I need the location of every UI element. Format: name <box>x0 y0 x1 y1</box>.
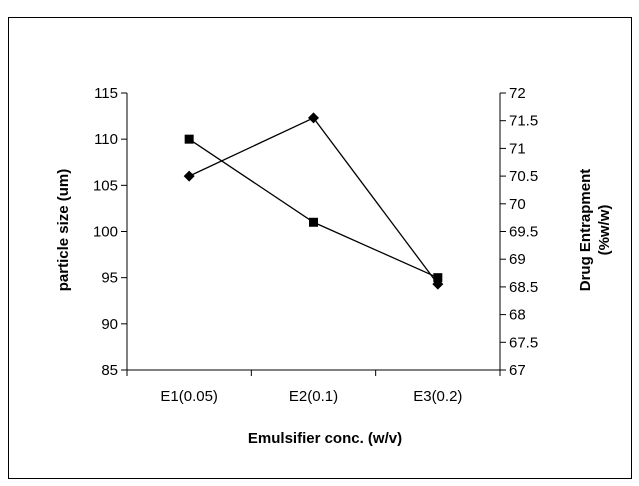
data-point-square <box>433 273 443 283</box>
y2-axis-title-line1: Drug Entrapment <box>577 169 594 292</box>
data-point-square <box>309 217 318 227</box>
y2-tick-label: 67.5 <box>509 334 538 351</box>
y2-tick-label: 69.5 <box>509 224 538 241</box>
x-tick-label: E1(0.05) <box>160 388 218 405</box>
data-point-square <box>184 134 194 144</box>
y2-tick-label: 72 <box>509 85 526 102</box>
series-line-square <box>188 138 439 279</box>
y2-tick-label: 68.5 <box>509 279 538 296</box>
y2-tick-label: 69 <box>509 251 526 268</box>
chart-frame <box>8 17 632 479</box>
y2-tick-label: 67 <box>509 362 526 379</box>
y2-tick-label: 70 <box>509 196 526 213</box>
y-tick-label: 115 <box>94 85 118 102</box>
data-point-diamond <box>432 278 444 290</box>
y-tick-label: 110 <box>94 131 118 148</box>
y-tick-label: 90 <box>101 316 118 333</box>
data-point-diamond <box>308 112 319 124</box>
y-tick-label: 105 <box>93 177 118 194</box>
y2-tick-label: 68 <box>509 307 526 324</box>
plot-area: 85 90 95 100 105 110 115 67 67.5 68 68.5 69 69.5 70 70… <box>93 85 538 405</box>
y-tick-label: 85 <box>101 362 118 379</box>
series-line-diamond <box>188 117 439 285</box>
y2-tick-label: 71.5 <box>509 113 538 130</box>
y-axis-title: particle size (um) <box>55 169 72 292</box>
y2-tick-label: 70.5 <box>509 168 538 185</box>
y2-tick-label: 71 <box>509 140 526 157</box>
y-tick-label: 100 <box>93 224 118 241</box>
x-tick-label: E2(0.1) <box>289 388 338 405</box>
y-tick-label: 95 <box>101 270 118 287</box>
data-point-diamond <box>183 170 195 182</box>
y2-axis-title-line2: (%w/w) <box>596 205 613 256</box>
x-axis-title: Emulsifier conc. (w/v) <box>248 430 402 447</box>
x-tick-label: E3(0.2) <box>413 388 462 405</box>
